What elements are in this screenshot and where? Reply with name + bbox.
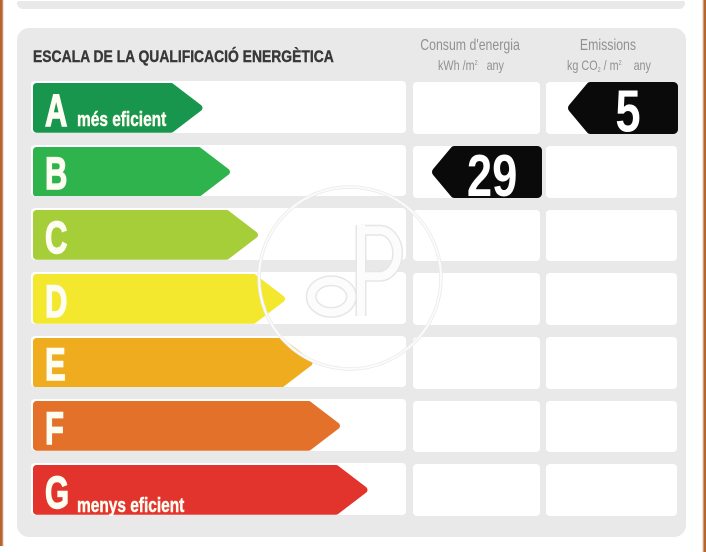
- svg-text:5: 5: [615, 82, 640, 134]
- svg-text:29: 29: [467, 146, 518, 198]
